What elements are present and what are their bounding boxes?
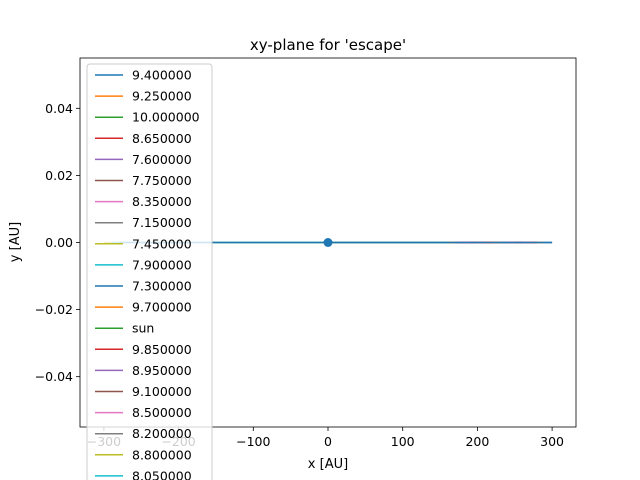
legend-label: 8.800000 (132, 447, 192, 462)
legend-label: 10.000000 (132, 110, 200, 125)
x-tick-label: 0 (324, 434, 332, 449)
marker-layer (323, 238, 333, 247)
y-tick-label: 0.00 (45, 235, 73, 250)
legend-label: 9.400000 (132, 68, 192, 83)
legend-label: sun (132, 321, 154, 336)
y-tick-label: 0.04 (45, 101, 73, 116)
legend-label: 9.250000 (132, 89, 192, 104)
y-tick-label: 0.02 (45, 168, 73, 183)
x-axis-label: x [AU] (308, 457, 348, 472)
legend-box (86, 63, 213, 480)
legend-label: 7.150000 (132, 215, 192, 230)
legend-label: 8.200000 (132, 426, 192, 441)
legend-label: 7.600000 (132, 152, 192, 167)
y-axis-ticks: −0.04 −0.02 0.00 0.02 0.04 (35, 101, 80, 384)
x-tick-label: 100 (391, 434, 415, 449)
y-tick-label: −0.04 (35, 369, 73, 384)
legend: 9.400000 9.250000 10.000000 8.650000 7.60000… (86, 63, 213, 480)
chart-title: xy-plane for 'escape' (250, 36, 406, 54)
legend-label: 8.350000 (132, 194, 192, 209)
x-tick-label: 300 (540, 434, 564, 449)
x-tick-label: −100 (236, 434, 270, 449)
legend-label: 8.050000 (132, 468, 192, 480)
legend-label: 8.500000 (132, 405, 192, 420)
legend-label: 7.450000 (132, 236, 192, 251)
y-tick-label: −0.02 (35, 302, 73, 317)
legend-label: 9.850000 (132, 342, 192, 357)
legend-label: 7.750000 (132, 173, 192, 188)
legend-label: 8.650000 (132, 131, 192, 146)
x-tick-label: 200 (465, 434, 489, 449)
legend-label: 9.100000 (132, 384, 192, 399)
legend-label: 7.300000 (132, 279, 192, 294)
legend-label: 7.900000 (132, 257, 192, 272)
legend-label: 8.950000 (132, 363, 192, 378)
legend-label: 9.700000 (132, 300, 192, 315)
y-axis-label: y [AU] (8, 222, 23, 262)
